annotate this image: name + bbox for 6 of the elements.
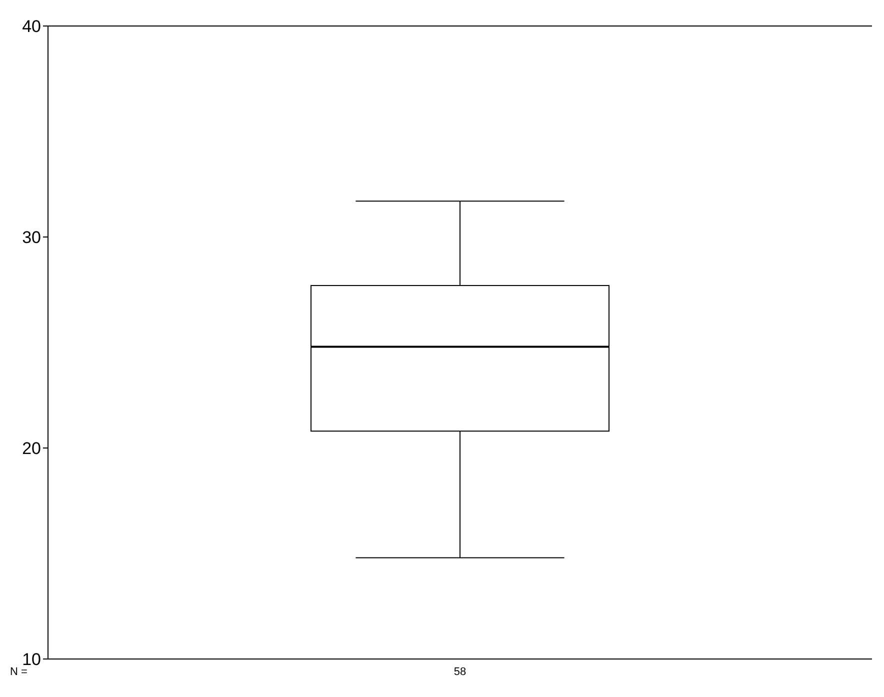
y-tick-label: 30 [22, 228, 41, 247]
y-tick-label: 20 [22, 438, 41, 458]
y-tick-label: 10 [22, 650, 41, 669]
x-tick-label: 58 [454, 666, 466, 678]
text: N = [10, 666, 28, 678]
y-tick-label: 40 [22, 16, 41, 36]
